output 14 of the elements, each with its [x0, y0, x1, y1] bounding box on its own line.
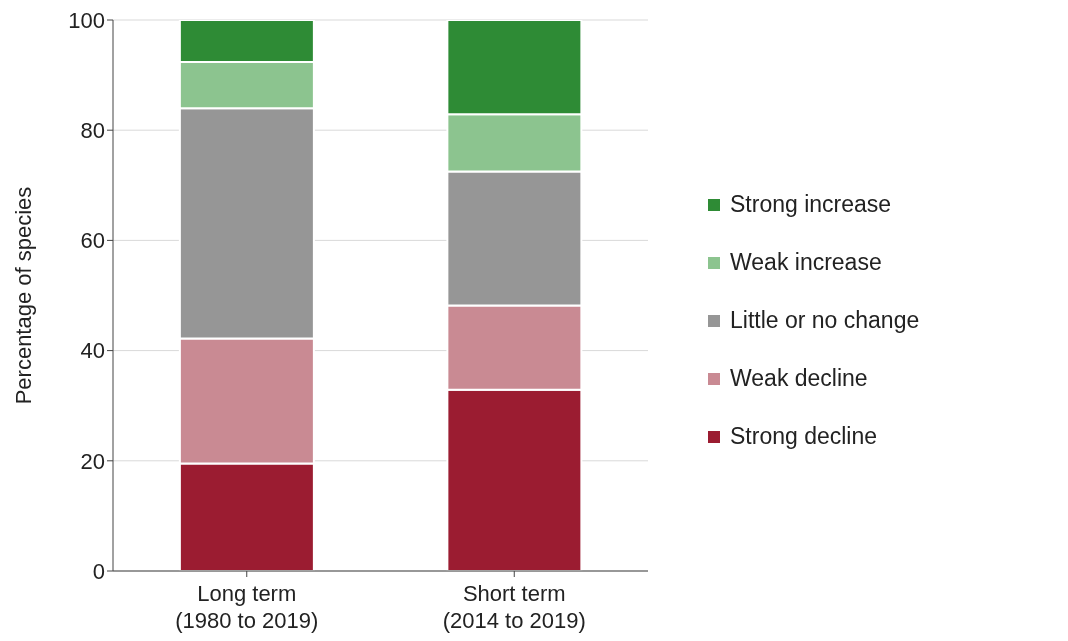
y-tick-label: 80: [80, 118, 105, 144]
x-tick-label: Short term (2014 to 2019): [442, 581, 586, 633]
y-tick-label: 40: [80, 338, 105, 364]
legend-label: Strong increase: [730, 191, 892, 218]
legend-label: Little or no change: [730, 307, 920, 334]
y-tick-label: 0: [92, 558, 105, 584]
y-axis-title: Percentage of species: [10, 186, 36, 405]
y-tick-label: 20: [80, 448, 105, 474]
y-tick-label: 60: [80, 228, 105, 254]
legend-label: Strong decline: [730, 423, 878, 450]
y-tick-label: 100: [68, 7, 105, 33]
legend-label: Weak decline: [730, 365, 868, 392]
x-tick-label: Long term (1980 to 2019): [175, 581, 319, 633]
legend-label: Weak increase: [730, 249, 882, 276]
